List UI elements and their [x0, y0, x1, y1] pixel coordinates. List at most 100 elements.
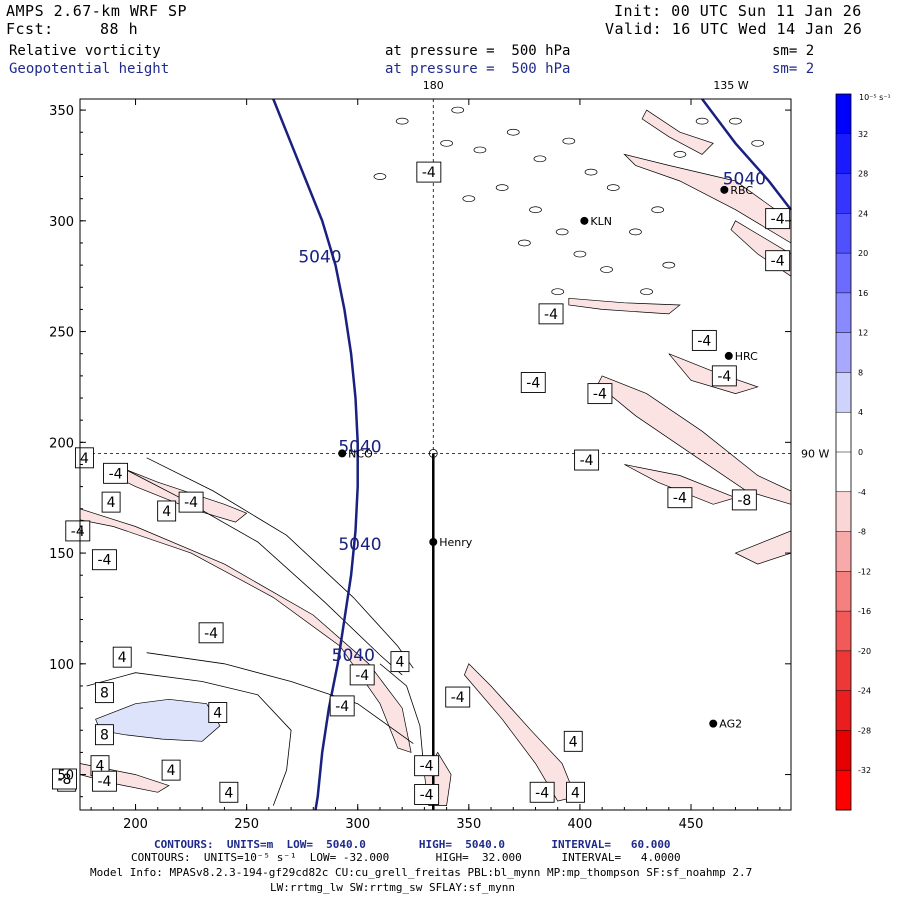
colorbar: 10⁻⁵ s⁻¹ 32 28 24 20 16 12 8 4 0 -4 -8 -12 -16 -20 -24 -… — [835, 93, 891, 811]
contour-label-box — [91, 549, 117, 571]
contour-label-text: 4 — [162, 504, 171, 520]
contour-label-box — [765, 208, 791, 230]
contour-label-box — [94, 682, 114, 704]
model-info: Model Info: MPASv8.2.3-194-gf29cd82c CU:… — [90, 866, 753, 879]
small-vorticity-contour — [518, 239, 531, 247]
contour-label: -4 — [711, 365, 737, 387]
colorbar-swatch — [836, 133, 851, 175]
contour-label-box — [208, 702, 228, 723]
contour-label-box — [178, 491, 204, 513]
small-vorticity-contour — [600, 266, 613, 273]
colorbar-label: 4 — [858, 408, 863, 417]
small-vorticity-contour — [495, 184, 509, 191]
contour-label: -4 — [91, 770, 117, 792]
positive-vorticity-area — [95, 698, 221, 742]
positive-vorticity-contour — [86, 672, 292, 806]
contour-label-box — [414, 784, 440, 805]
x-tick-label: 350 — [456, 817, 481, 832]
small-vorticity-contour — [555, 228, 569, 236]
height-contour-label: 5040 — [338, 535, 381, 555]
field2-name: Geopotential height — [9, 61, 170, 77]
contour-label-text: -4 — [355, 668, 369, 684]
contour-label: -8 — [51, 768, 77, 790]
contour-label-box — [51, 768, 77, 790]
contour-label-box — [219, 781, 239, 803]
y-tick-label: 150 — [49, 547, 74, 562]
colorbar-swatch — [836, 372, 851, 413]
contour-labels: -4-4-4-4-4-4-4-4-4-4 -84-444-4-4-4-44-44-… — [51, 161, 791, 805]
contour-label: -4 — [765, 208, 791, 230]
small-vorticity-contour — [473, 146, 487, 154]
contour-label: -8 — [731, 489, 757, 511]
station-name: HRC — [735, 350, 758, 363]
colorbar-label: 20 — [858, 249, 868, 258]
contour-label-box — [390, 651, 410, 673]
x-tick-label: 200 — [123, 817, 148, 832]
contour-label-box — [566, 781, 585, 803]
contour-label-box — [529, 781, 555, 803]
small-vorticity-contour — [662, 261, 676, 269]
y-tick-label: 350 — [49, 104, 74, 119]
contour-label: -4 — [529, 781, 555, 803]
station-dot — [720, 185, 729, 194]
geopotential-height-contour: 5040 5040 5040 5040 5040 — [272, 98, 792, 811]
contour-label-box — [65, 520, 91, 542]
contour-label-box — [538, 303, 564, 325]
contour-label: 8 — [94, 682, 114, 704]
field2-smoothing: sm= 2 — [772, 61, 815, 77]
positive-vorticity-contour — [124, 468, 403, 676]
small-vorticity-contour — [584, 168, 598, 176]
contour-label: -4 — [574, 449, 600, 471]
colorbar-label: 32 — [858, 130, 868, 139]
colorbar-swatch — [836, 173, 851, 214]
station-name: NCO — [348, 447, 373, 460]
y-tick-label: 250 — [49, 326, 74, 341]
contour-label-text: 8 — [100, 686, 109, 702]
x-tick-label: 450 — [679, 817, 704, 832]
contour-label-box — [587, 383, 613, 405]
contour-label-text: 8 — [100, 728, 109, 744]
contour-label: -4 — [667, 487, 693, 509]
contour-label: -4 — [349, 664, 375, 686]
contour-label: 4 — [161, 759, 181, 781]
colorbar-label: 16 — [858, 289, 868, 298]
station-dot — [724, 351, 733, 360]
contour-label-text: 4 — [167, 763, 176, 779]
colorbar-swatch — [836, 491, 851, 533]
station-name: AG2 — [719, 718, 742, 731]
negative-vorticity-area — [568, 297, 681, 315]
contour-label-box — [198, 622, 224, 644]
contour-label-box — [563, 730, 583, 752]
contour-label-box — [765, 250, 791, 272]
colorbar-label: 28 — [858, 170, 868, 179]
negative-vorticity-area — [463, 663, 576, 802]
contour-label: 4 — [563, 730, 583, 752]
colorbar-label: -24 — [858, 687, 871, 696]
colorbar-label: 24 — [858, 209, 868, 218]
colorbar-swatch — [836, 332, 851, 373]
contour-label: -4 — [416, 161, 442, 183]
contour-label-box — [103, 462, 129, 484]
longitude-label: 135 W — [713, 79, 748, 92]
contour-label-text: 4 — [80, 451, 89, 467]
colorbar-swatch — [836, 94, 851, 135]
contour-label-box — [161, 759, 181, 781]
contour-label-box — [691, 329, 717, 351]
contour-label: -4 — [520, 372, 546, 393]
small-vorticity-contour — [551, 288, 565, 296]
contour-label: 4 — [208, 702, 228, 723]
colorbar-unit: 10⁻⁵ s⁻¹ — [859, 93, 891, 102]
contour-label: 4 — [390, 651, 410, 673]
contour-label: -4 — [329, 695, 355, 717]
colorbar-swatch — [836, 611, 851, 652]
station-dot — [709, 719, 718, 728]
contour-label-box — [349, 664, 375, 686]
contour-label-box — [667, 487, 693, 509]
station-name: KLN — [590, 215, 612, 228]
contour-label-box — [414, 755, 440, 777]
colorbar-swatch — [836, 571, 851, 612]
small-vorticity-contour — [529, 206, 542, 214]
vorticity-contours — [86, 106, 765, 806]
contour-label: -4 — [445, 686, 471, 708]
small-vorticity-contour — [673, 151, 687, 158]
